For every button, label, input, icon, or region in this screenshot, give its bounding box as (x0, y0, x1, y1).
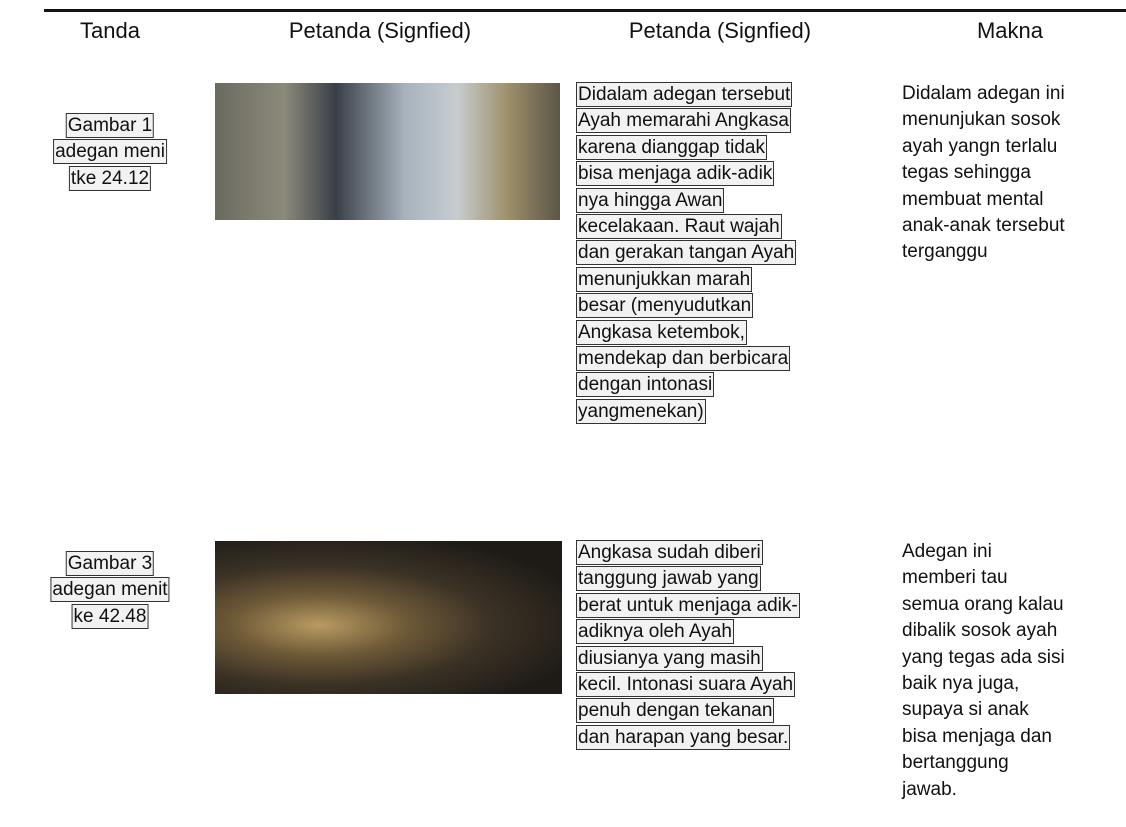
signified-text: kecil. Intonasi suara Ayah (576, 672, 796, 697)
header-cell: Makna (976, 18, 1044, 43)
signified-text: Ayah memarahi Angkasa (576, 108, 791, 134)
signified-text: dengan intonasi (576, 372, 715, 398)
signified-text: Didalam adegan tersebut (576, 82, 793, 107)
sign-text: adegan menit (50, 577, 170, 603)
signified-text: dan harapan yang besar. (576, 724, 791, 750)
signified-text: yangmenekan) (576, 398, 706, 424)
sign-text: Gambar 3 (65, 551, 155, 576)
sign-text: ke 42.48 (71, 603, 149, 629)
signified-text: penuh dengan tekanan (576, 698, 775, 724)
signified-text: mendekap dan berbicara (576, 346, 791, 371)
meaning-text: bertanggung (902, 752, 1009, 774)
meaning-text: Didalam adegan ini (902, 83, 1065, 104)
meaning-text: terganggu (902, 241, 988, 263)
film-still (215, 83, 560, 220)
signified-text: Angkasa sudah diberi (576, 540, 763, 565)
signified-text: bisa menjaga adik-adik (576, 161, 775, 187)
meaning-text: ayah yangn terlalu (902, 135, 1058, 157)
signified-text: berat untuk menjaga adik- (576, 592, 800, 618)
signified-text: menunjukkan marah (576, 266, 753, 292)
meaning-text: baik nya juga, (902, 673, 1020, 694)
signified-text: Angkasa ketembok, (576, 319, 747, 345)
film-still (215, 541, 562, 694)
signified-text: besar (menyudutkan (576, 293, 754, 319)
sign-text: tke 24.12 (68, 165, 152, 191)
header-cell: Petanda (Signfied) (628, 18, 812, 43)
meaning-text: supaya si anak (902, 699, 1029, 721)
meaning-text: bisa menjaga dan (902, 725, 1052, 747)
sign-text: adegan meni (53, 139, 167, 165)
top-rule (44, 9, 1126, 12)
meaning-text: memberi tau (902, 567, 1008, 589)
signified-text: dan gerakan tangan Ayah (576, 240, 797, 266)
signified-text: karena dianggap tidak (576, 134, 767, 160)
meaning-text: tegas sehingga (902, 162, 1031, 184)
header-cell: Petanda (Signfied) (288, 18, 472, 43)
signified-text: diusianya yang masih (576, 645, 763, 671)
meaning-text: membuat mental (902, 188, 1044, 210)
meaning-text: Adegan ini (902, 541, 992, 562)
meaning-text: semua orang kalau (902, 593, 1064, 615)
meaning-text: menunjukan sosok (902, 109, 1061, 131)
signified-text: nya hingga Awan (576, 187, 725, 213)
meaning-text: anak-anak tersebut (902, 215, 1065, 236)
meaning-text: yang tegas ada sisi (902, 646, 1065, 668)
signified-text: tanggung jawab yang (576, 566, 761, 592)
meaning-text: jawab. (902, 778, 957, 800)
sign-text: Gambar 1 (65, 113, 155, 138)
meaning-text: dibalik sosok ayah (902, 620, 1058, 642)
signified-text: adiknya oleh Ayah (576, 619, 734, 645)
header-cell: Tanda (80, 18, 140, 43)
signified-text: kecelakaan. Raut wajah (576, 214, 782, 239)
